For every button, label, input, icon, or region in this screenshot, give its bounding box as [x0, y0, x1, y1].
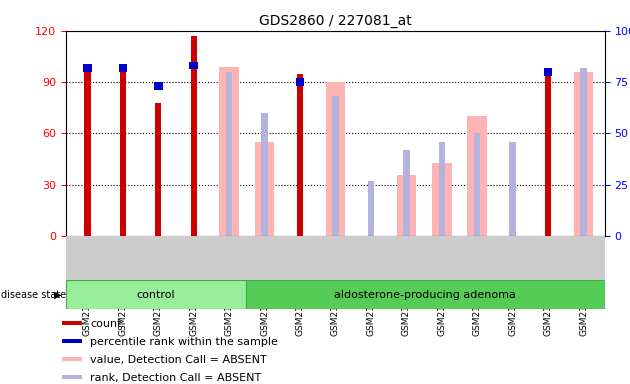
Bar — [438, 142, 445, 236]
Bar — [368, 181, 374, 236]
Bar — [467, 116, 487, 236]
Bar — [580, 68, 587, 236]
Text: control: control — [137, 290, 175, 300]
Text: aldosterone-producing adenoma: aldosterone-producing adenoma — [335, 290, 516, 300]
Text: disease state: disease state — [1, 290, 66, 300]
Bar — [255, 142, 274, 236]
Bar — [62, 339, 82, 343]
Bar — [62, 357, 82, 361]
Bar — [261, 113, 268, 236]
Bar — [510, 142, 516, 236]
Bar — [154, 82, 163, 90]
Bar — [403, 150, 410, 236]
Bar — [297, 73, 303, 236]
Bar — [155, 103, 161, 236]
Bar — [474, 134, 481, 236]
Text: rank, Detection Call = ABSENT: rank, Detection Call = ABSENT — [90, 373, 261, 383]
Bar — [296, 78, 304, 86]
Text: value, Detection Call = ABSENT: value, Detection Call = ABSENT — [90, 355, 267, 365]
Bar — [226, 72, 232, 236]
Bar — [190, 36, 197, 236]
Bar — [397, 174, 416, 236]
Bar — [574, 72, 593, 236]
Bar — [326, 82, 345, 236]
Bar — [332, 96, 339, 236]
Title: GDS2860 / 227081_at: GDS2860 / 227081_at — [259, 14, 412, 28]
Bar — [246, 280, 605, 309]
Bar — [432, 162, 452, 236]
Bar — [297, 195, 303, 236]
Bar — [545, 142, 551, 236]
Text: count: count — [90, 319, 122, 329]
Bar — [62, 321, 82, 325]
Bar — [84, 65, 91, 236]
Bar — [219, 67, 239, 236]
Text: percentile rank within the sample: percentile rank within the sample — [90, 338, 278, 348]
Bar — [62, 375, 82, 379]
Text: ▶: ▶ — [54, 290, 61, 300]
Bar — [66, 280, 246, 309]
Bar — [545, 72, 551, 236]
Bar — [83, 64, 92, 71]
Bar — [120, 65, 126, 236]
Bar — [118, 64, 127, 71]
Bar — [190, 62, 198, 70]
Bar — [544, 68, 553, 76]
